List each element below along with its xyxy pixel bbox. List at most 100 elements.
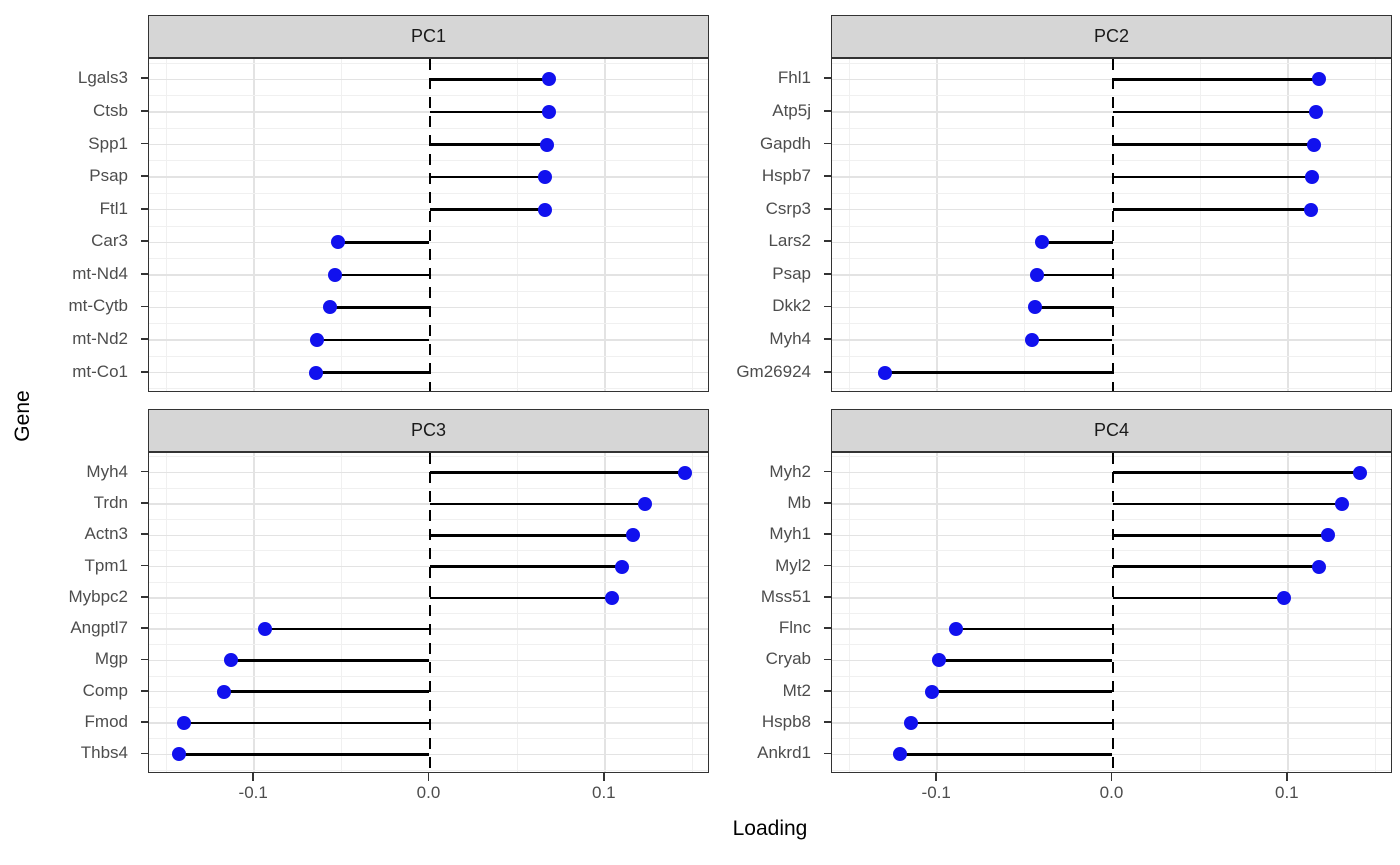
- lollipop-stem: [1037, 273, 1113, 277]
- y-axis-tick-mark: [823, 595, 831, 598]
- y-axis-tick-mark: [140, 207, 148, 210]
- gene-tick-label: Spp1: [88, 133, 128, 153]
- lollipop-stem: [910, 721, 1113, 725]
- lollipop-stem: [429, 78, 549, 81]
- gene-tick-label: mt-Co1: [72, 361, 128, 381]
- lollipop-stem: [317, 338, 430, 342]
- lollipop-dot: [538, 170, 553, 185]
- gene-tick-label: Cryab: [765, 649, 811, 669]
- facet-strip-label-pc2: PC2: [1093, 26, 1129, 46]
- gridline-vertical-minor: [341, 59, 343, 391]
- lollipop-dot: [1305, 170, 1320, 185]
- gene-tick-label: Fmod: [84, 712, 128, 732]
- gene-tick-label: Comp: [82, 680, 128, 700]
- gene-tick-label: Actn3: [84, 524, 128, 544]
- y-axis-tick-mark: [140, 110, 148, 112]
- lollipop-stem: [1112, 596, 1285, 600]
- lollipop-dot: [308, 365, 323, 380]
- gridline-vertical-minor: [166, 453, 168, 772]
- gene-tick-label: Flnc: [778, 618, 811, 638]
- y-axis-tick-mark: [823, 470, 831, 473]
- gridline-vertical-minor: [1024, 59, 1026, 391]
- gridline-vertical-minor: [341, 453, 343, 772]
- x-axis-tick-mark: [1285, 773, 1288, 781]
- gridline-vertical-major: [936, 453, 938, 772]
- gene-tick-label: Dkk2: [772, 296, 811, 316]
- lollipop-dot: [1307, 137, 1322, 152]
- lollipop-dot: [177, 716, 192, 731]
- lollipop-stem: [931, 690, 1113, 694]
- lollipop-dot: [171, 747, 186, 762]
- lollipop-dot: [615, 559, 630, 574]
- lollipop-dot: [931, 653, 946, 668]
- facet-strip-label-pc3: PC3: [410, 420, 446, 440]
- lollipop-stem: [329, 306, 430, 309]
- y-axis-tick-mark: [823, 175, 831, 178]
- lollipop-stem: [1112, 175, 1313, 179]
- y-axis-tick-mark: [823, 207, 831, 210]
- y-axis-title: Gene: [11, 389, 34, 442]
- lollipop-dot: [949, 622, 964, 637]
- gridline-vertical-major: [604, 453, 606, 772]
- gene-tick-label: Trdn: [93, 492, 128, 512]
- gridline-vertical-minor: [1374, 453, 1376, 772]
- lollipop-stem: [184, 721, 430, 725]
- lollipop-dot: [1028, 300, 1043, 315]
- lollipop-dot: [1352, 465, 1367, 480]
- y-axis-tick-mark: [140, 305, 148, 308]
- lollipop-dot: [678, 465, 693, 480]
- lollipop-dot: [893, 747, 908, 762]
- lollipop-dot: [539, 137, 554, 152]
- y-axis-tick-mark: [823, 338, 831, 340]
- lollipop-dot: [331, 235, 346, 250]
- lollipop-stem: [1112, 471, 1360, 474]
- lollipop-dot: [638, 496, 653, 511]
- lollipop-dot: [1312, 72, 1327, 87]
- y-axis-tick-mark: [140, 470, 148, 473]
- zero-reference-line: [1111, 453, 1114, 772]
- x-axis-tick-mark: [602, 773, 605, 781]
- x-axis-tick-mark: [427, 773, 430, 781]
- lollipop-stem: [429, 596, 612, 600]
- gridline-vertical-minor: [1199, 59, 1201, 391]
- gene-tick-label: Atp5j: [772, 100, 811, 120]
- gridline-vertical-minor: [516, 59, 518, 391]
- lollipop-stem: [429, 502, 646, 506]
- y-axis-tick-mark: [823, 501, 831, 504]
- lollipop-dot: [257, 622, 272, 637]
- lollipop-stem: [429, 143, 547, 146]
- zero-reference-line: [428, 59, 431, 391]
- facet-strip-label-pc1: PC1: [410, 26, 446, 46]
- facet-strip-pc2: PC2: [831, 15, 1392, 58]
- gene-tick-label: Car3: [91, 231, 128, 251]
- gene-tick-label: Angptl7: [70, 618, 128, 638]
- x-tick-label: 0.0: [416, 783, 441, 802]
- lollipop-stem: [224, 690, 430, 694]
- gene-tick-label: Fhl1: [777, 68, 811, 88]
- facet-panel-pc2: [831, 58, 1392, 392]
- x-axis-title: Loading: [732, 817, 808, 840]
- lollipop-stem: [1112, 565, 1320, 568]
- y-axis-tick-mark: [823, 627, 831, 630]
- gene-tick-label: Mgp: [94, 649, 128, 669]
- gene-tick-label: Mt2: [782, 680, 811, 700]
- y-axis-tick-mark: [823, 564, 831, 567]
- y-axis-tick-mark: [823, 658, 831, 661]
- lollipop-dot: [1312, 559, 1327, 574]
- lollipop-dot: [310, 333, 325, 348]
- lollipop-dot: [877, 365, 892, 380]
- lollipop-dot: [327, 267, 342, 282]
- lollipop-stem: [1112, 533, 1329, 537]
- lollipop-stem: [1031, 338, 1113, 342]
- gene-tick-label: Hspb8: [761, 712, 811, 732]
- y-axis-tick-mark: [140, 240, 148, 243]
- gene-tick-label: Psap: [89, 166, 128, 186]
- lollipop-dot: [604, 590, 619, 605]
- y-axis-tick-mark: [823, 142, 831, 145]
- gene-tick-label: mt-Cytb: [68, 296, 129, 316]
- facet-strip-pc4: PC4: [831, 409, 1392, 452]
- lollipop-stem: [429, 208, 546, 211]
- x-tick-label: -0.1: [238, 783, 268, 802]
- x-axis-tick-mark: [935, 773, 938, 781]
- gene-tick-label: Gm26924: [736, 361, 811, 381]
